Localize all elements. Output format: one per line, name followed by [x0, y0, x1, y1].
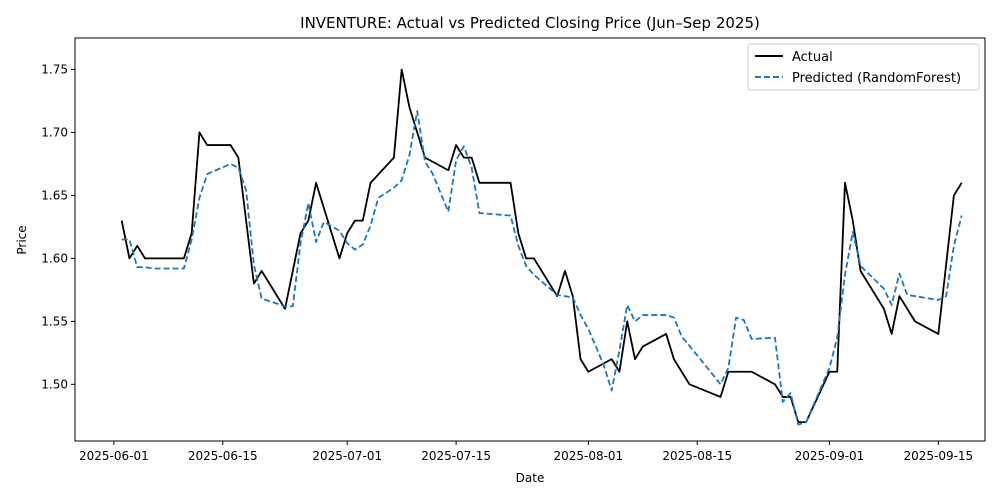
legend-box — [747, 43, 980, 91]
x-tick-label: 2025-06-15 — [188, 449, 258, 463]
y-tick-label: 1.60 — [41, 251, 68, 265]
y-axis-label: Price — [15, 225, 29, 254]
y-tick-label: 1.70 — [41, 125, 68, 139]
x-tick-label: 2025-09-01 — [795, 449, 865, 463]
x-axis-label: Date — [516, 471, 545, 485]
plot-area — [120, 68, 963, 426]
series-line-actual — [120, 68, 963, 424]
x-tick-label: 2025-07-01 — [312, 449, 382, 463]
x-tick-label: 2025-07-15 — [421, 449, 491, 463]
legend: Actual Predicted (RandomForest) — [747, 43, 980, 91]
axis-ticks: 2025-06-01 2025-06-15 2025-07-01 2025-07-15… — [41, 62, 973, 463]
chart-title: INVENTURE: Actual vs Predicted Closing P… — [300, 14, 760, 32]
y-tick-label: 1.55 — [41, 314, 68, 328]
x-tick-label: 2025-06-01 — [79, 449, 149, 463]
y-tick-label: 1.75 — [41, 62, 68, 76]
legend-predicted-label: Predicted (RandomForest) — [792, 71, 961, 86]
axes-frame — [74, 37, 986, 442]
y-tick-label: 1.50 — [41, 377, 68, 391]
series-line-predicted — [121, 110, 963, 426]
legend-actual-label: Actual — [792, 50, 833, 65]
y-tick-label: 1.65 — [41, 188, 68, 202]
x-tick-label: 2025-09-15 — [903, 449, 973, 463]
x-tick-label: 2025-08-01 — [553, 449, 623, 463]
x-tick-label: 2025-08-15 — [662, 449, 732, 463]
